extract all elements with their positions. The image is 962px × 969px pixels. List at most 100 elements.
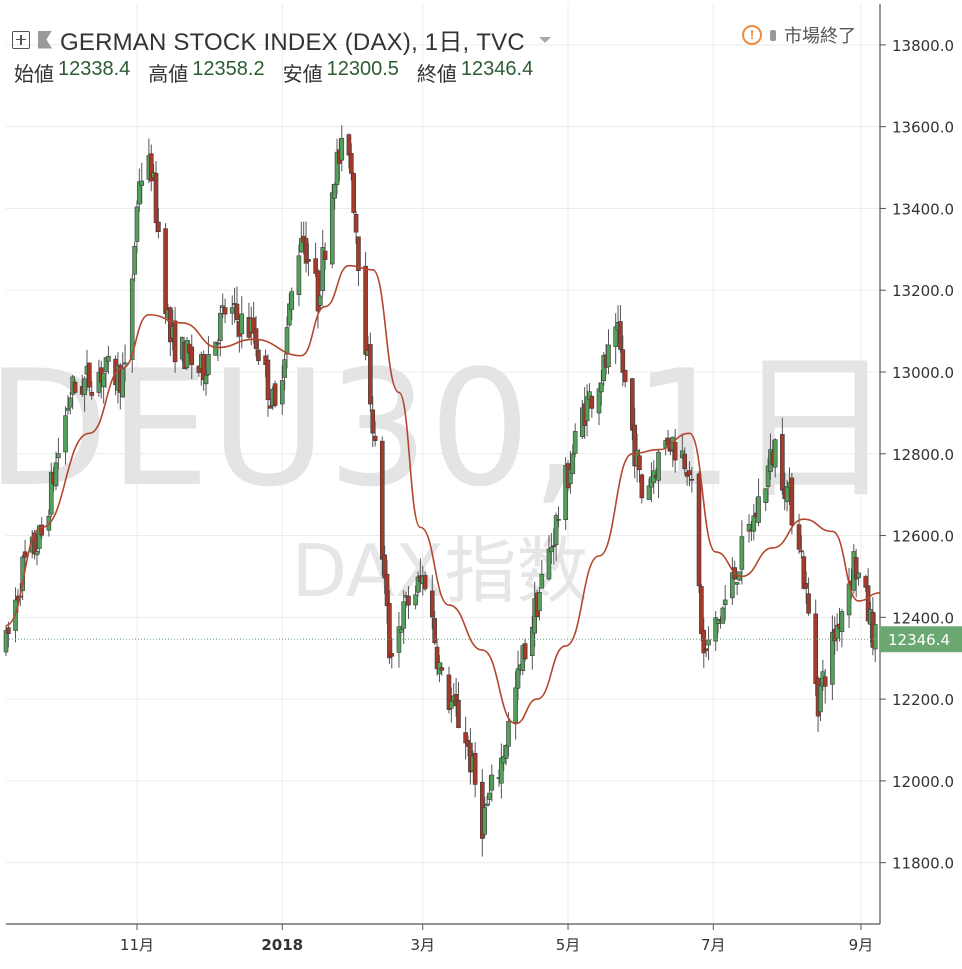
flag-icon[interactable] [38, 30, 52, 49]
candle-body [370, 409, 376, 434]
candle-up [656, 448, 661, 499]
title-row: GERMAN STOCK INDEX (DAX), 1日, TVC [12, 22, 551, 57]
candle-body [489, 774, 495, 791]
candle-body [406, 595, 411, 606]
candle-body [65, 407, 71, 411]
candle-down [313, 242, 318, 277]
candle-up [184, 336, 190, 370]
candle-body [432, 618, 437, 644]
candle-body [134, 206, 140, 242]
candle-body [106, 355, 111, 362]
candle-body [763, 488, 768, 503]
candle-body [284, 327, 290, 355]
candle-body [289, 291, 295, 310]
chart-header: GERMAN STOCK INDEX (DAX), 1日, TVC 始値 123… [0, 0, 880, 90]
candle-body [656, 451, 661, 481]
candle-body [282, 359, 287, 378]
candle-body [89, 391, 95, 396]
candle-body [506, 721, 511, 747]
candle-body [639, 474, 645, 499]
candle-body [339, 137, 345, 161]
y-tick-label: 12400.0 [892, 609, 954, 627]
chevron-down-icon[interactable] [538, 36, 551, 43]
candle-body [722, 599, 728, 606]
candle-down [201, 350, 206, 391]
y-tick-label: 13200.0 [892, 282, 954, 300]
market-status[interactable]: ! 市場終了 [742, 22, 856, 48]
candle-down [589, 395, 595, 418]
last-price-label: 12346.4 [888, 631, 950, 649]
candle-down [618, 305, 623, 353]
candle-down [363, 252, 368, 361]
candle-up [734, 581, 740, 595]
candle-up [572, 423, 578, 458]
candle-down [456, 681, 461, 729]
candle-body [806, 593, 811, 614]
candle-body [220, 305, 226, 308]
candle-up [730, 557, 735, 605]
candle-body [856, 572, 861, 579]
candle-up [401, 590, 407, 644]
ohlc-close-label: 終値 [416, 64, 457, 86]
candle-body [522, 643, 528, 660]
y-tick-label: 13600.0 [892, 119, 954, 137]
candle-up [515, 650, 521, 701]
candle-up [706, 626, 711, 661]
candle-body [599, 382, 604, 393]
candle-up [584, 384, 590, 437]
candle-body [329, 192, 335, 265]
candle-up [482, 797, 487, 839]
candle-down [234, 286, 240, 338]
candle-body [379, 440, 385, 560]
candle-body [399, 628, 404, 633]
candle-up [756, 478, 761, 527]
candle-body [780, 434, 785, 491]
candle-down [780, 417, 785, 495]
candle-body [682, 453, 688, 470]
ohlc-high: 高値 12358.2 [148, 58, 264, 87]
candle-body [701, 629, 707, 654]
y-tick-label: 13000.0 [892, 364, 954, 382]
candle-body [637, 455, 642, 471]
candle-body [551, 545, 557, 547]
candle-down [472, 741, 478, 798]
exclamation-circle-icon[interactable]: ! [742, 25, 762, 45]
candle-body [620, 349, 626, 373]
candle-body [570, 453, 576, 475]
candle-body [53, 462, 59, 487]
candle-body [487, 792, 492, 800]
candle-body [313, 258, 318, 274]
candle-body [413, 594, 418, 606]
candle-body [563, 465, 568, 521]
candle-body [546, 548, 552, 580]
candle-body [813, 613, 819, 685]
candle-body [101, 372, 106, 388]
candle-down [22, 539, 28, 568]
candle-body [515, 668, 521, 689]
candle-up [137, 168, 142, 212]
candle-body [556, 518, 561, 521]
candle-body [472, 752, 478, 785]
candle-body [687, 470, 692, 476]
candle-body [22, 551, 28, 558]
candle-body [315, 270, 321, 312]
candle-body [720, 607, 726, 624]
ohlc-close-value: 12346.4 [460, 58, 534, 80]
candle-body [87, 362, 92, 388]
candle-down [689, 466, 695, 493]
chart-title: GERMAN STOCK INDEX (DAX), 1日, TVC [60, 29, 525, 56]
candle-body [318, 295, 323, 306]
candle-up [282, 353, 287, 391]
candle-up [751, 503, 757, 541]
candle-down [682, 447, 688, 475]
candle-body [503, 745, 509, 759]
candle-body [120, 368, 125, 398]
candle-body [456, 699, 461, 728]
ohlc-low-value: 12300.5 [326, 58, 399, 80]
candle-body [368, 344, 373, 405]
x-tick-label: 3月 [410, 936, 435, 954]
ohlc-high-label: 高値 [148, 64, 189, 86]
plus-square-icon[interactable] [12, 30, 30, 49]
